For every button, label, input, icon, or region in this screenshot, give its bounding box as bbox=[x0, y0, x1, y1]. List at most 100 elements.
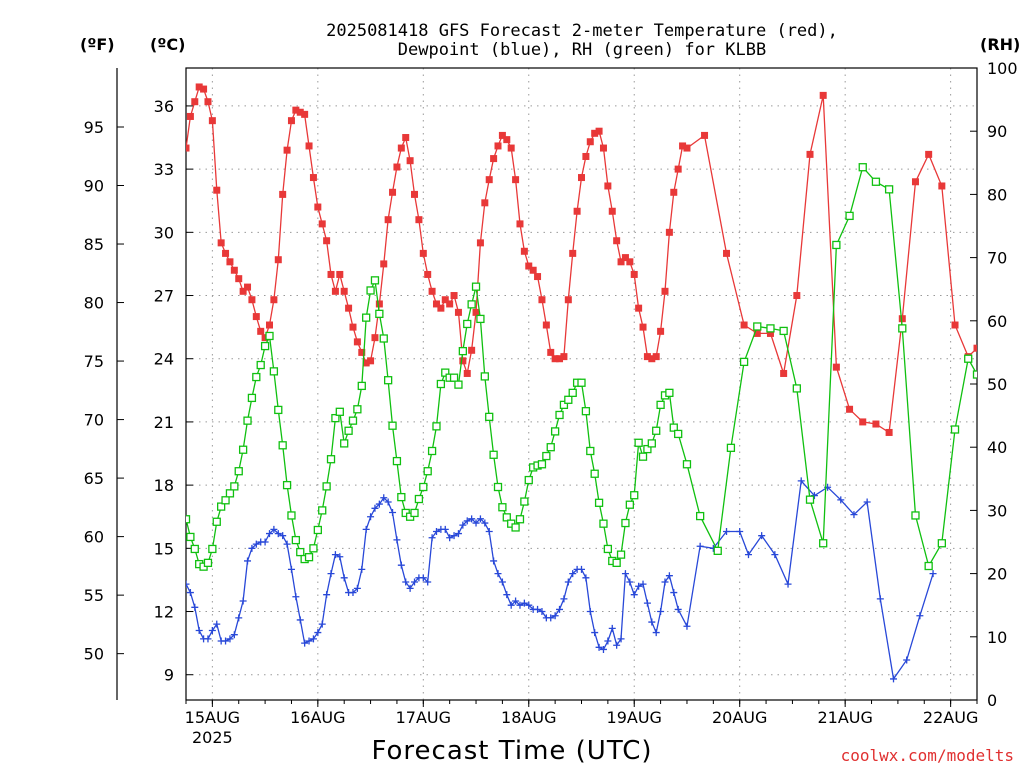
data-point bbox=[282, 480, 292, 490]
data-point bbox=[208, 544, 217, 554]
data-point bbox=[446, 300, 454, 308]
data-point bbox=[547, 348, 555, 356]
data-point bbox=[683, 622, 691, 630]
data-point bbox=[494, 570, 502, 578]
data-point bbox=[512, 176, 520, 184]
data-point bbox=[661, 287, 669, 295]
data-point bbox=[367, 357, 375, 365]
data-point bbox=[327, 270, 335, 278]
data-point bbox=[186, 112, 194, 120]
data-point bbox=[740, 321, 748, 329]
data-point bbox=[358, 348, 366, 356]
data-point bbox=[503, 591, 511, 599]
x-axis-label: Forecast Time (UTC) bbox=[371, 736, 652, 766]
data-point bbox=[701, 131, 709, 139]
data-point bbox=[537, 460, 547, 469]
data-point bbox=[476, 515, 484, 523]
data-point bbox=[362, 359, 370, 367]
data-point bbox=[384, 498, 392, 506]
data-point bbox=[212, 517, 221, 526]
data-point bbox=[555, 410, 564, 420]
data-point bbox=[538, 296, 546, 304]
data-point bbox=[340, 287, 348, 295]
data-point bbox=[459, 521, 467, 529]
data-point bbox=[191, 98, 199, 106]
data-point bbox=[819, 91, 827, 99]
data-point bbox=[415, 216, 423, 224]
data-point bbox=[472, 519, 480, 527]
data-point bbox=[235, 275, 243, 283]
fahrenheit-tick-label: 60 bbox=[84, 528, 104, 547]
data-point bbox=[784, 580, 792, 588]
data-point bbox=[621, 570, 629, 578]
data-point bbox=[872, 420, 880, 428]
data-point bbox=[502, 513, 511, 522]
data-point bbox=[283, 540, 291, 548]
data-point bbox=[414, 494, 424, 504]
fahrenheit-tick-label: 55 bbox=[84, 586, 104, 605]
data-point bbox=[353, 338, 361, 346]
data-point bbox=[578, 565, 585, 573]
data-point bbox=[287, 117, 295, 125]
data-point bbox=[213, 620, 221, 628]
data-point bbox=[406, 584, 414, 592]
data-point bbox=[458, 346, 468, 356]
data-point bbox=[556, 605, 564, 613]
data-point bbox=[599, 519, 608, 528]
data-point bbox=[296, 108, 304, 116]
data-point bbox=[463, 517, 471, 525]
data-point bbox=[638, 452, 648, 461]
data-point bbox=[468, 515, 476, 523]
data-point bbox=[507, 144, 515, 152]
data-point bbox=[845, 211, 854, 221]
data-point bbox=[771, 551, 779, 559]
data-point bbox=[261, 538, 269, 546]
data-point bbox=[257, 327, 265, 335]
data-point bbox=[674, 429, 683, 439]
data-point bbox=[260, 341, 270, 351]
data-point bbox=[498, 131, 506, 139]
credit-link[interactable]: coolwx.com/modelts bbox=[841, 746, 1014, 765]
data-point bbox=[520, 497, 529, 506]
celsius-tick-label: 27 bbox=[154, 287, 174, 306]
rh-tick-label: 60 bbox=[987, 312, 1007, 331]
data-point bbox=[626, 578, 634, 586]
data-point bbox=[903, 656, 911, 664]
data-point bbox=[222, 249, 230, 257]
data-point bbox=[481, 199, 489, 207]
data-point bbox=[973, 344, 977, 352]
series-line bbox=[186, 86, 977, 434]
x-tick-label: 20AUG bbox=[712, 708, 767, 727]
data-point bbox=[195, 626, 203, 634]
data-point bbox=[876, 595, 884, 603]
data-point bbox=[547, 614, 555, 622]
data-point bbox=[287, 511, 296, 520]
data-point bbox=[248, 544, 256, 552]
data-point bbox=[375, 500, 383, 508]
data-point bbox=[911, 511, 920, 520]
data-point bbox=[322, 482, 331, 491]
data-point bbox=[371, 334, 379, 342]
series-1 bbox=[186, 477, 937, 683]
data-point bbox=[252, 313, 260, 321]
data-point bbox=[511, 523, 520, 532]
rh-tick-label: 90 bbox=[987, 122, 1007, 141]
data-point bbox=[471, 282, 481, 291]
data-point bbox=[546, 443, 555, 452]
data-point bbox=[380, 260, 388, 268]
data-point bbox=[534, 605, 542, 613]
data-point bbox=[542, 451, 551, 461]
data-point bbox=[516, 220, 524, 228]
data-point bbox=[235, 614, 243, 622]
data-point bbox=[419, 574, 427, 582]
data-point bbox=[252, 372, 261, 382]
data-point bbox=[340, 439, 349, 448]
data-point bbox=[617, 258, 625, 266]
data-point bbox=[226, 635, 234, 643]
data-point bbox=[516, 601, 524, 609]
celsius-tick-label: 36 bbox=[154, 97, 174, 116]
data-point bbox=[449, 373, 459, 382]
fahrenheit-tick-label: 50 bbox=[84, 645, 104, 664]
rh-tick-label: 30 bbox=[987, 501, 1007, 520]
data-point bbox=[279, 190, 287, 198]
